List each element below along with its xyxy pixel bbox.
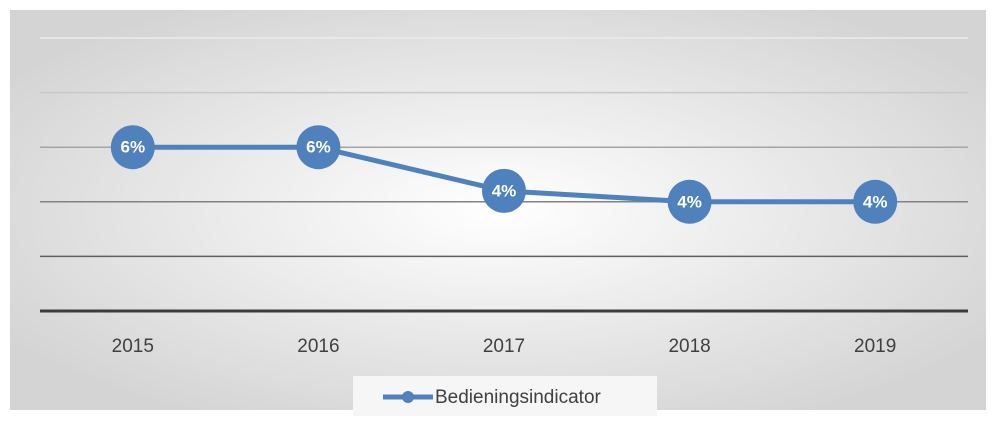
data-label: 6%: [306, 138, 331, 157]
marker: [296, 125, 341, 170]
x-tick-label: 2017: [483, 336, 525, 357]
data-label: 4%: [492, 181, 517, 200]
data-label: 4%: [677, 192, 702, 211]
marker: [110, 125, 155, 170]
marker: [482, 168, 526, 213]
x-tick-label: 2016: [297, 336, 339, 357]
data-label: 4%: [863, 192, 888, 211]
x-tick-label: 2018: [668, 336, 710, 357]
x-tick-label: 2015: [112, 336, 154, 357]
marker: [667, 179, 712, 224]
marker: [853, 179, 898, 224]
x-tick-label: 2019: [854, 336, 896, 357]
data-label: 6%: [121, 138, 146, 157]
legend-label: Bedieningsindicator: [435, 387, 602, 408]
legend-marker: [402, 391, 414, 403]
